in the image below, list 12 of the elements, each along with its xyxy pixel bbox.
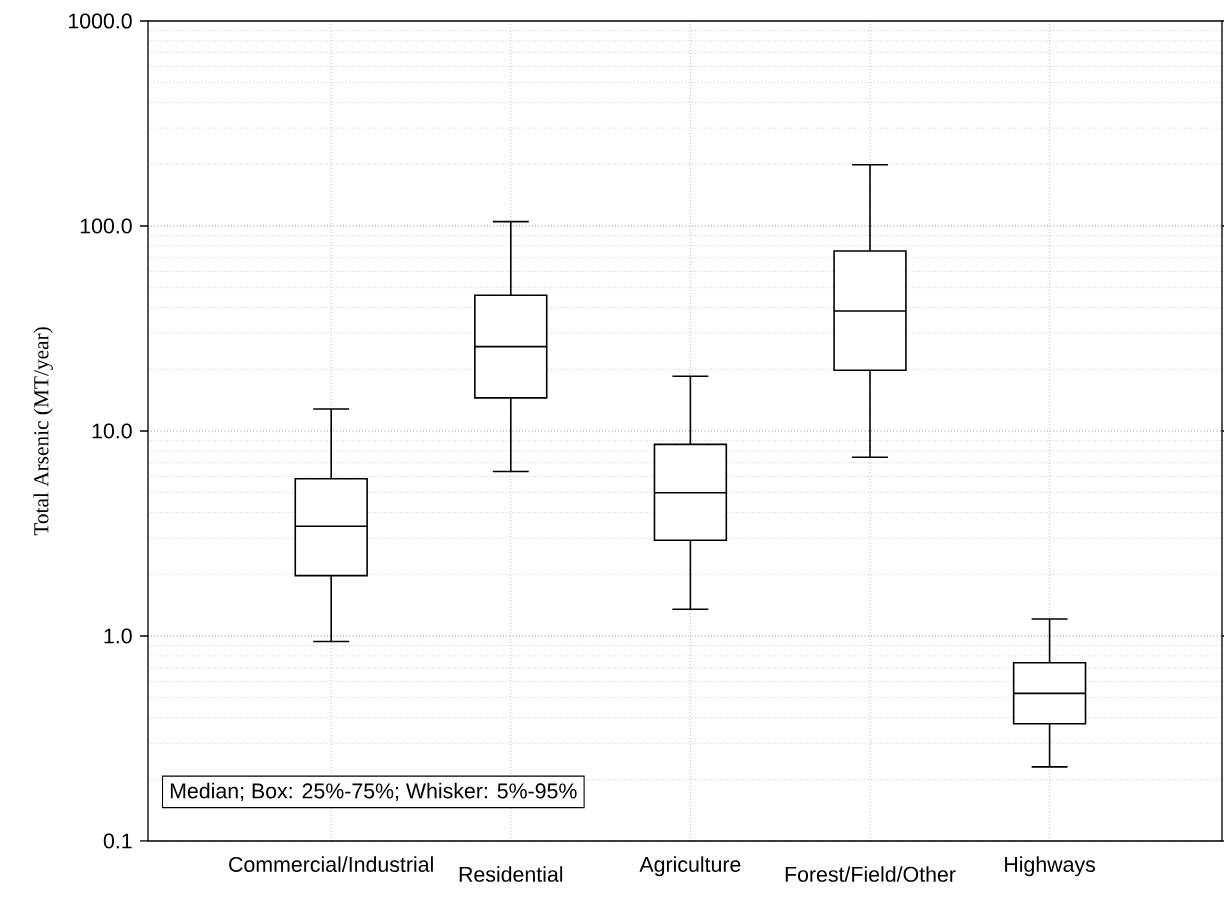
y-tick-label: 10.0	[92, 423, 132, 439]
y-tick-label: 0.1	[103, 833, 132, 849]
x-tick-label: Highways	[1005, 856, 1096, 877]
x-tick-label: Agriculture	[639, 856, 741, 877]
annotation: Median; Box: 25%-75%; Whisker: 5%-95%	[170, 782, 577, 801]
y-tick-label: 1.0	[104, 628, 132, 644]
y-axis-title: Total Arsenic (MT/year)	[33, 327, 53, 536]
y-tick-label: 1000.0	[69, 13, 132, 29]
x-tick-label: Forest/Field/Other	[785, 866, 956, 882]
x-tick-label: Commercial/Industrial	[229, 856, 433, 872]
y-tick-label: 100.0	[80, 218, 132, 234]
x-tick-label: Residential	[459, 866, 563, 882]
